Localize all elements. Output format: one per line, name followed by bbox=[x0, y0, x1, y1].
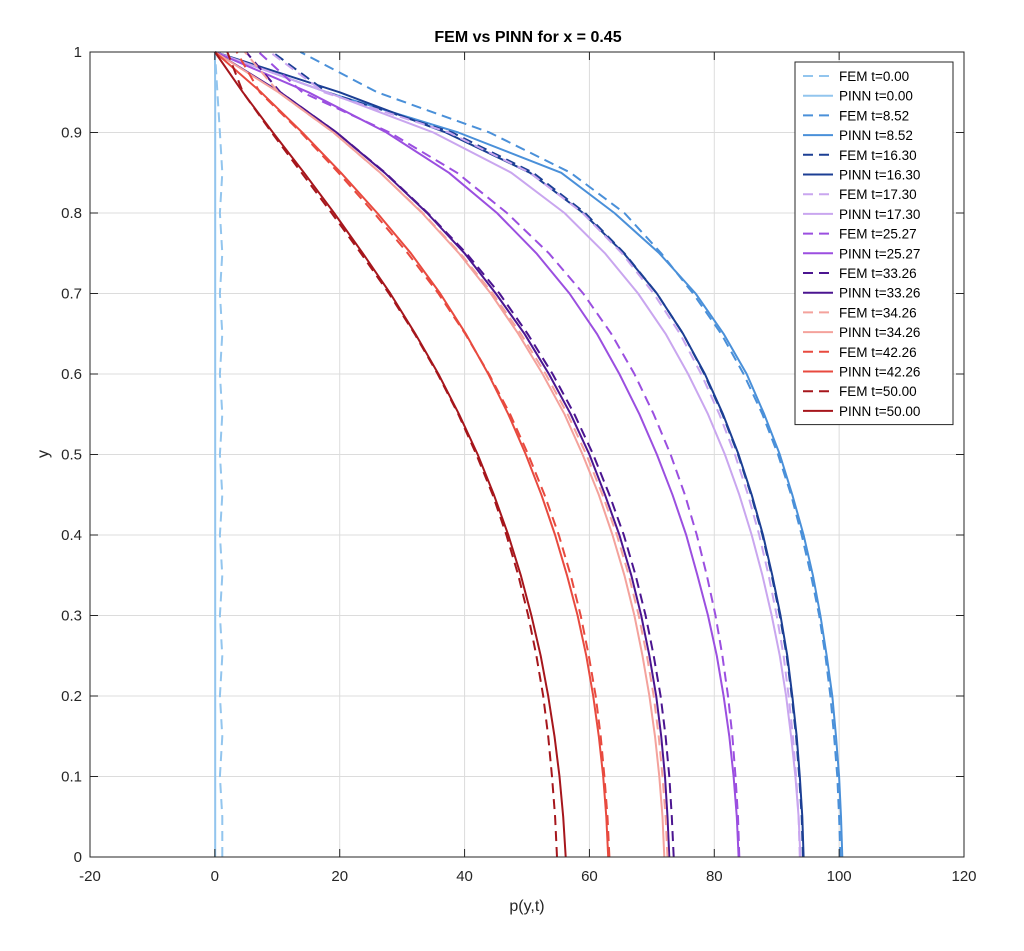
x-tick-label: 40 bbox=[456, 868, 473, 885]
series-line-14 bbox=[235, 51, 611, 858]
series-line-9 bbox=[214, 51, 740, 858]
legend-entry: FEM t=16.30 bbox=[839, 148, 917, 163]
legend-entry: PINN t=42.26 bbox=[839, 365, 920, 380]
series-layer bbox=[213, 51, 844, 858]
x-tick-label: 80 bbox=[706, 868, 723, 885]
x-tick-label: 20 bbox=[331, 868, 348, 885]
x-tick-label: 120 bbox=[951, 868, 976, 885]
y-tick-label: 0.2 bbox=[61, 688, 82, 705]
series-line-8 bbox=[257, 51, 741, 858]
legend-entry: FEM t=0.00 bbox=[839, 69, 909, 84]
legend-entry: FEM t=50.00 bbox=[839, 384, 917, 399]
legend-entry: PINN t=16.30 bbox=[839, 168, 920, 183]
x-tick-label: 0 bbox=[211, 868, 219, 885]
legend-entry: PINN t=8.52 bbox=[839, 128, 913, 143]
axis-ticks bbox=[89, 51, 965, 858]
legend-entry: PINN t=0.00 bbox=[839, 89, 913, 104]
legend-entry: FEM t=8.52 bbox=[839, 108, 909, 123]
series-line-6 bbox=[269, 51, 801, 858]
legend-entry: FEM t=17.30 bbox=[839, 187, 917, 202]
series-line-3 bbox=[214, 51, 844, 858]
legend-entry: PINN t=33.26 bbox=[839, 286, 920, 301]
y-tick-label: 0.8 bbox=[61, 205, 82, 222]
legend-entry: PINN t=34.26 bbox=[839, 325, 920, 340]
series-line-10 bbox=[245, 51, 675, 858]
series-line-17 bbox=[214, 51, 567, 858]
legend-entry: PINN t=50.00 bbox=[839, 404, 920, 419]
legend-entry: FEM t=34.26 bbox=[839, 305, 917, 320]
series-line-11 bbox=[214, 51, 671, 858]
series-line-13 bbox=[214, 51, 666, 858]
y-tick-label: 0.5 bbox=[61, 447, 82, 464]
series-line-0 bbox=[213, 51, 224, 857]
legend-entry: FEM t=25.27 bbox=[839, 227, 917, 242]
series-line-15 bbox=[214, 51, 610, 858]
chart-title: FEM vs PINN for x = 0.45 bbox=[434, 29, 621, 46]
y-tick-label: 0.7 bbox=[61, 286, 82, 303]
legend-entry: PINN t=25.27 bbox=[839, 246, 920, 261]
y-tick-label: 1 bbox=[74, 44, 82, 61]
series-line-2 bbox=[299, 51, 842, 858]
x-axis-label: p(y,t) bbox=[509, 898, 544, 915]
y-tick-labels: 0 0.1 0.2 0.3 0.4 0.5 0.6 0.7 0.8 0.9 1 bbox=[61, 44, 82, 866]
legend-box bbox=[794, 61, 954, 426]
x-tick-label: 100 bbox=[827, 868, 852, 885]
series-line-16 bbox=[226, 51, 558, 858]
legend: FEM t=0.00 PINN t=0.00 FEM t=8.52 PINN t=8.… bbox=[794, 61, 954, 426]
y-tick-label: 0.4 bbox=[61, 527, 82, 544]
legend-entry: FEM t=42.26 bbox=[839, 345, 917, 360]
x-tick-label: 60 bbox=[581, 868, 598, 885]
y-tick-label: 0.6 bbox=[61, 366, 82, 383]
y-axis-label: y bbox=[35, 450, 52, 458]
y-tick-label: 0.3 bbox=[61, 608, 82, 625]
y-tick-label: 0.1 bbox=[61, 769, 82, 786]
series-line-7 bbox=[214, 51, 802, 858]
x-tick-labels: -20 0 20 40 60 80 100 120 bbox=[79, 868, 976, 885]
legend-entry: FEM t=33.26 bbox=[839, 266, 917, 281]
legend-entry: PINN t=17.30 bbox=[839, 207, 920, 222]
y-tick-label: 0.9 bbox=[61, 125, 82, 142]
y-tick-label: 0 bbox=[74, 849, 82, 866]
x-tick-label: -20 bbox=[79, 868, 101, 885]
